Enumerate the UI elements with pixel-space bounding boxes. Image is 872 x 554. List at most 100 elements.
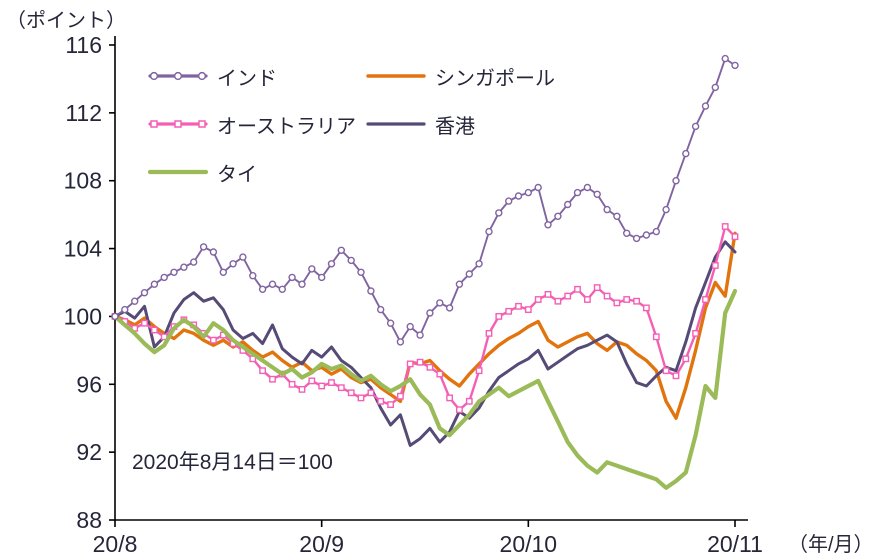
series-marker (318, 273, 326, 282)
series-marker (239, 253, 247, 261)
legend-label: シンガポール (435, 67, 555, 90)
series-marker (446, 394, 453, 402)
series-marker (288, 380, 296, 388)
series-marker (583, 183, 592, 192)
series-marker (426, 363, 434, 371)
series-marker (505, 197, 513, 205)
y-tick-label: 104 (64, 236, 103, 262)
series-marker (711, 83, 719, 92)
series-marker (130, 297, 139, 305)
series-marker (219, 268, 228, 276)
series-marker (465, 270, 473, 278)
series-marker (347, 256, 355, 265)
series-marker (495, 209, 503, 217)
y-tick-label: 88 (76, 507, 102, 533)
series-line-3 (113, 240, 737, 447)
series-marker (367, 389, 375, 397)
legend-item: オーストラリア (148, 112, 366, 138)
series-marker (534, 296, 542, 303)
series-marker (288, 273, 296, 282)
legend-sample-line (148, 120, 208, 128)
series-marker (141, 319, 148, 327)
series-marker (672, 176, 680, 185)
series-marker (327, 260, 336, 268)
series-marker (436, 370, 444, 378)
series-marker (357, 394, 365, 402)
series-marker (406, 322, 414, 331)
series-marker (672, 372, 680, 380)
legend-sample-line (366, 74, 426, 78)
series-marker (475, 367, 483, 375)
series-marker (485, 330, 493, 337)
legend-item: タイ (148, 160, 366, 186)
series-marker (249, 272, 257, 280)
series-marker (593, 284, 601, 291)
legend-item: インド (148, 64, 366, 90)
legend-label: インド (217, 67, 277, 90)
series-marker (308, 377, 316, 385)
series-marker (524, 188, 532, 197)
series-marker (337, 384, 345, 392)
series-marker (318, 382, 326, 390)
series-marker (377, 305, 385, 314)
series-marker (662, 205, 670, 214)
x-tick-label: 20/9 (299, 531, 344, 554)
series-marker (721, 223, 729, 230)
series-marker (691, 122, 700, 131)
series-marker (445, 304, 454, 312)
series-marker (554, 297, 562, 305)
series-marker (456, 406, 463, 414)
series-marker (298, 280, 306, 288)
series-marker (633, 297, 641, 305)
series-marker (416, 331, 424, 339)
legend-sample-line (148, 169, 208, 175)
series-marker (268, 280, 277, 288)
x-tick-label: 20/11 (707, 531, 763, 554)
series-marker (111, 312, 119, 321)
y-tick-label: 108 (64, 168, 102, 194)
x-tick-label: 20/8 (93, 531, 138, 554)
series-marker (406, 360, 414, 368)
legend-label: オーストラリア (217, 115, 356, 138)
series-line-4 (112, 288, 738, 490)
series-marker (701, 102, 710, 110)
y-tick-label: 112 (65, 100, 102, 126)
series-marker (574, 285, 581, 293)
legend-sample-line (148, 71, 208, 81)
series-marker (357, 268, 365, 276)
series-marker (347, 389, 355, 397)
series-marker (534, 183, 542, 192)
series-marker (308, 265, 316, 273)
series-marker (514, 192, 523, 200)
series-marker (150, 326, 158, 334)
series-marker (721, 54, 729, 63)
series-marker (377, 397, 385, 405)
series-marker (573, 188, 582, 197)
series-marker (229, 260, 237, 268)
series-marker (662, 367, 670, 375)
series-marker (189, 258, 198, 266)
series-marker (682, 149, 690, 158)
series-marker (396, 338, 405, 346)
series-marker (160, 273, 168, 282)
series-marker (623, 296, 631, 303)
series-marker (613, 212, 621, 221)
series-marker (554, 212, 562, 221)
series-marker (150, 280, 159, 288)
series-marker (140, 289, 149, 297)
series-marker (711, 262, 719, 269)
series-line-1 (113, 231, 737, 420)
series-marker (731, 61, 739, 70)
series-marker (505, 307, 513, 315)
series-marker (416, 358, 424, 366)
series-marker (328, 379, 335, 386)
series-marker (465, 397, 473, 405)
series-marker (436, 299, 444, 307)
x-axis-unit-label: （年/月） (788, 534, 872, 554)
y-tick-label: 92 (76, 439, 102, 465)
series-marker (258, 285, 267, 293)
series-marker (593, 190, 601, 199)
series-line-0 (114, 57, 736, 343)
